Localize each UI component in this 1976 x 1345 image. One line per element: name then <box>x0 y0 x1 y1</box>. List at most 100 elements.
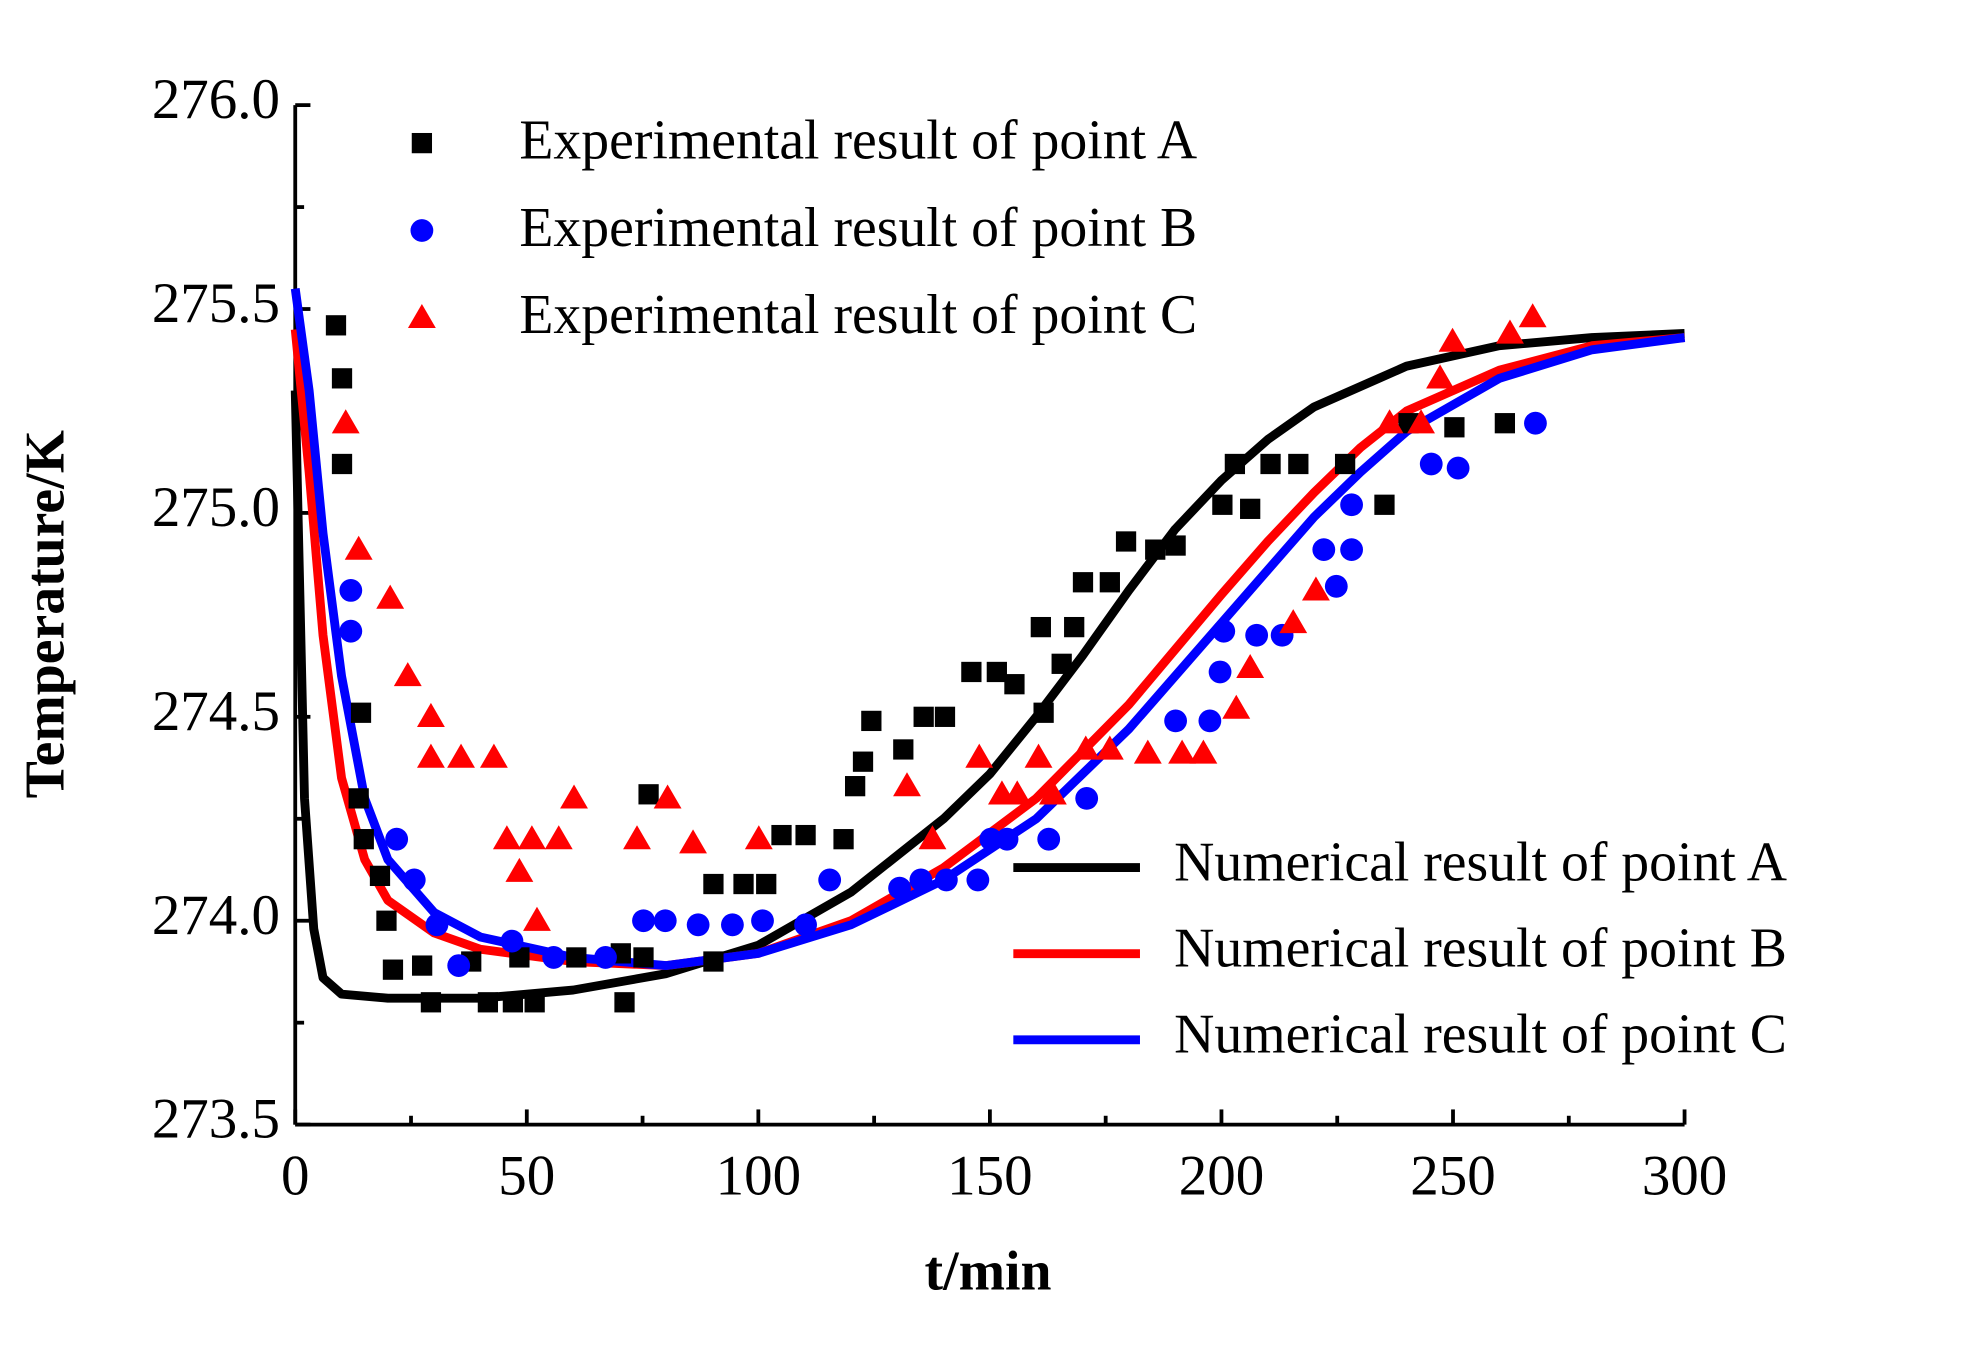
legend-label: Experimental result of point B <box>519 197 1197 259</box>
data-point <box>751 909 774 933</box>
data-point <box>500 929 524 953</box>
data-point <box>1095 735 1124 760</box>
data-point <box>479 743 508 768</box>
data-point <box>614 992 635 1013</box>
data-point <box>1324 574 1348 598</box>
data-point <box>1030 616 1051 638</box>
data-point <box>420 992 442 1013</box>
data-line <box>290 288 1686 971</box>
y-tick-label: 274.0 <box>152 884 280 947</box>
data-point <box>344 535 373 560</box>
data-point <box>1164 709 1188 733</box>
data-point <box>325 315 347 336</box>
legend-label: Experimental result of point A <box>519 109 1197 171</box>
data-point <box>411 955 433 976</box>
data-point <box>1426 364 1454 389</box>
y-tick-label: 275.5 <box>152 272 280 335</box>
data-point <box>542 946 566 969</box>
data-point <box>1024 743 1053 768</box>
data-point <box>447 743 475 768</box>
data-point <box>393 662 422 687</box>
data-point <box>505 857 534 882</box>
data-point <box>339 619 363 643</box>
data-point <box>638 784 659 805</box>
data-point <box>339 579 363 602</box>
data-point <box>1496 319 1524 344</box>
data-point <box>913 706 934 727</box>
data-point <box>1374 494 1395 515</box>
data-point <box>918 825 947 850</box>
data-point <box>331 453 353 475</box>
data-point <box>1518 303 1547 328</box>
data-point <box>633 947 654 968</box>
data-point <box>524 992 545 1013</box>
data-point <box>794 913 817 937</box>
data-point <box>517 825 546 850</box>
data-point <box>686 913 710 937</box>
data-point <box>795 824 816 846</box>
data-point <box>1133 739 1162 764</box>
data-point <box>376 584 405 609</box>
legend-label: Experimental result of point C <box>519 284 1197 346</box>
data-point <box>934 868 958 892</box>
data-point <box>852 751 874 772</box>
data-point <box>425 913 449 937</box>
data-point <box>861 710 882 732</box>
data-point <box>966 868 990 892</box>
data-point <box>623 825 651 850</box>
data-point <box>703 873 724 895</box>
x-axis-label: t/min <box>925 1240 1052 1302</box>
data-point <box>509 947 530 968</box>
data-point <box>1003 780 1032 805</box>
x-tick-label: 300 <box>1642 1145 1727 1208</box>
data-point <box>965 743 994 768</box>
data-point <box>1524 411 1547 435</box>
data-point <box>756 873 777 895</box>
data-point <box>1051 653 1072 674</box>
x-tick-label: 100 <box>716 1145 801 1208</box>
data-point <box>1419 452 1443 476</box>
data-point <box>1212 619 1236 643</box>
data-point <box>1075 786 1099 810</box>
data-point <box>1240 498 1261 519</box>
data-point <box>1288 453 1309 475</box>
x-tick-label: 50 <box>498 1145 555 1208</box>
data-point <box>566 947 587 968</box>
data-point <box>382 959 404 980</box>
data-point <box>1279 609 1308 634</box>
data-point <box>1446 456 1470 480</box>
data-point <box>353 829 374 850</box>
data-point <box>331 368 353 389</box>
data-point <box>1301 576 1330 601</box>
data-point <box>845 776 866 797</box>
data-point <box>1099 572 1120 593</box>
data-point <box>986 661 1007 683</box>
y-tick-label: 274.5 <box>152 680 280 743</box>
x-tick-label: 150 <box>947 1145 1032 1208</box>
data-point <box>721 913 744 937</box>
data-point <box>1340 538 1363 562</box>
data-line <box>290 329 1685 1003</box>
x-tick-label: 250 <box>1410 1145 1495 1208</box>
data-point <box>331 409 360 434</box>
data-point <box>1033 702 1054 723</box>
data-point <box>1444 417 1465 438</box>
data-point <box>979 827 1003 851</box>
data-point <box>1038 780 1067 805</box>
data-point <box>893 772 921 797</box>
data-point <box>893 739 914 760</box>
data-point <box>385 827 409 851</box>
data-point <box>416 743 445 768</box>
data-point <box>771 824 792 846</box>
data-point <box>416 702 445 727</box>
x-tick-label: 200 <box>1179 1145 1264 1208</box>
data-point <box>818 868 842 892</box>
data-point <box>833 829 854 850</box>
data-point <box>909 868 933 892</box>
data-point <box>502 992 524 1013</box>
y-tick-label: 273.5 <box>152 1088 280 1151</box>
data-point <box>1072 572 1094 593</box>
data-point <box>703 951 724 972</box>
data-point <box>1198 709 1222 733</box>
